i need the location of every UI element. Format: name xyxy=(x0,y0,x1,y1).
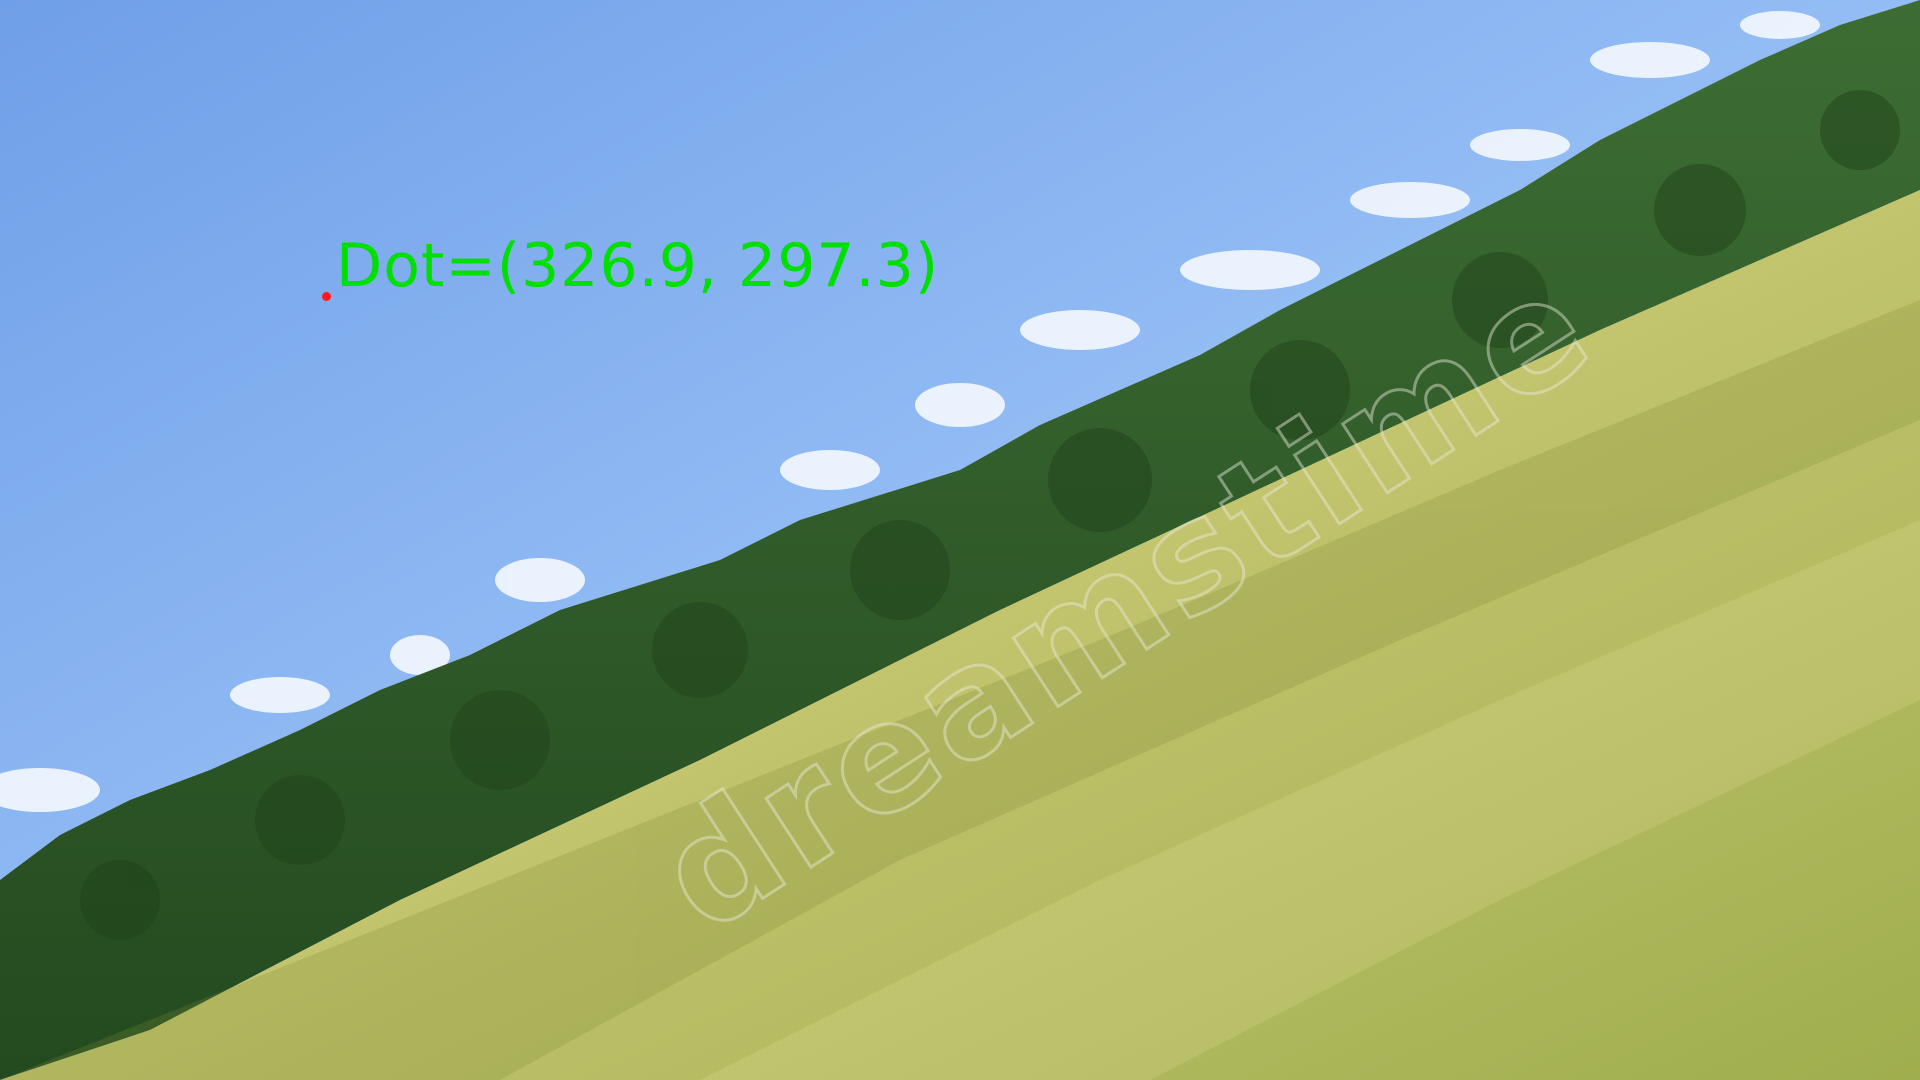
clouds xyxy=(0,11,1820,812)
meadow xyxy=(0,190,1920,1080)
annotation-dot xyxy=(322,292,331,301)
meadow-shading xyxy=(0,300,1920,1080)
coordinate-readout: Dot=(326.9, 297.3) xyxy=(336,231,940,301)
tree-canopy xyxy=(80,90,1900,940)
